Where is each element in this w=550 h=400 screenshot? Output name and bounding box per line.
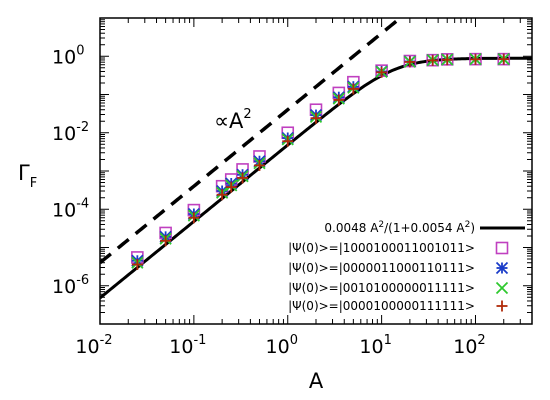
legend-key-series-4 xyxy=(496,300,508,312)
data-point-series-4 xyxy=(404,56,416,68)
data-point-series-4 xyxy=(333,94,345,106)
data-point-series-4 xyxy=(160,235,172,247)
x-tick-label: 10-1 xyxy=(169,333,206,358)
data-point-series-4 xyxy=(253,159,265,171)
legend-label-series-4: |Ψ(0)>=|0000100000111111> xyxy=(288,299,475,313)
chart-markers xyxy=(131,52,511,270)
plot-frame xyxy=(99,17,533,325)
data-point-series-4 xyxy=(427,54,439,66)
legend-label-series-1: |Ψ(0)>=|1000100011001011> xyxy=(288,241,475,255)
legend-key-series-2 xyxy=(495,261,509,275)
legend: 0.0048 A2/(1+0.0054 A2) |Ψ(0)>=|10001000… xyxy=(288,220,525,313)
data-point-series-4 xyxy=(225,181,237,193)
data-point-series-4 xyxy=(469,53,481,65)
y-tick-labels: 10-6 10-4 10-2 100 xyxy=(52,43,89,298)
data-point-series-4 xyxy=(376,66,388,78)
proportional-annotation: ∝A2 xyxy=(214,107,252,133)
legend-label-series-2: |Ψ(0)>=|0000011000110111> xyxy=(288,261,475,275)
data-point-series-4 xyxy=(131,258,143,270)
x-tick-label: 102 xyxy=(453,333,485,358)
y-tick-label: 10-6 xyxy=(52,273,89,298)
x-tick-label: 101 xyxy=(359,333,391,358)
x-tick-label: 10-2 xyxy=(75,333,112,358)
reference-line xyxy=(100,18,404,265)
x-tick-labels: 10-2 10-1 100 101 102 xyxy=(75,333,485,358)
data-point-series-4 xyxy=(441,54,453,66)
legend-key-series-3 xyxy=(495,281,509,295)
x-axis-label: A xyxy=(309,369,324,393)
legend-label-fit: 0.0048 A2/(1+0.0054 A2) xyxy=(324,220,475,235)
y-axis-label: ΓF xyxy=(18,161,37,191)
data-point-series-4 xyxy=(237,172,249,184)
data-point-series-4 xyxy=(188,212,200,224)
data-point-series-4 xyxy=(216,189,228,201)
y-tick-label: 10-4 xyxy=(52,196,89,221)
legend-label-series-3: |Ψ(0)>=|0010100000011111> xyxy=(288,281,475,295)
x-tick-label: 100 xyxy=(266,333,298,358)
data-point-series-4 xyxy=(310,112,322,124)
data-point-series-4 xyxy=(498,53,510,65)
data-point-series-4 xyxy=(282,135,294,147)
y-tick-label: 100 xyxy=(52,43,84,68)
legend-key-series-1 xyxy=(495,241,509,255)
axis-ticks xyxy=(99,17,533,325)
data-point-series-4 xyxy=(347,83,359,95)
y-tick-label: 10-2 xyxy=(52,120,89,145)
